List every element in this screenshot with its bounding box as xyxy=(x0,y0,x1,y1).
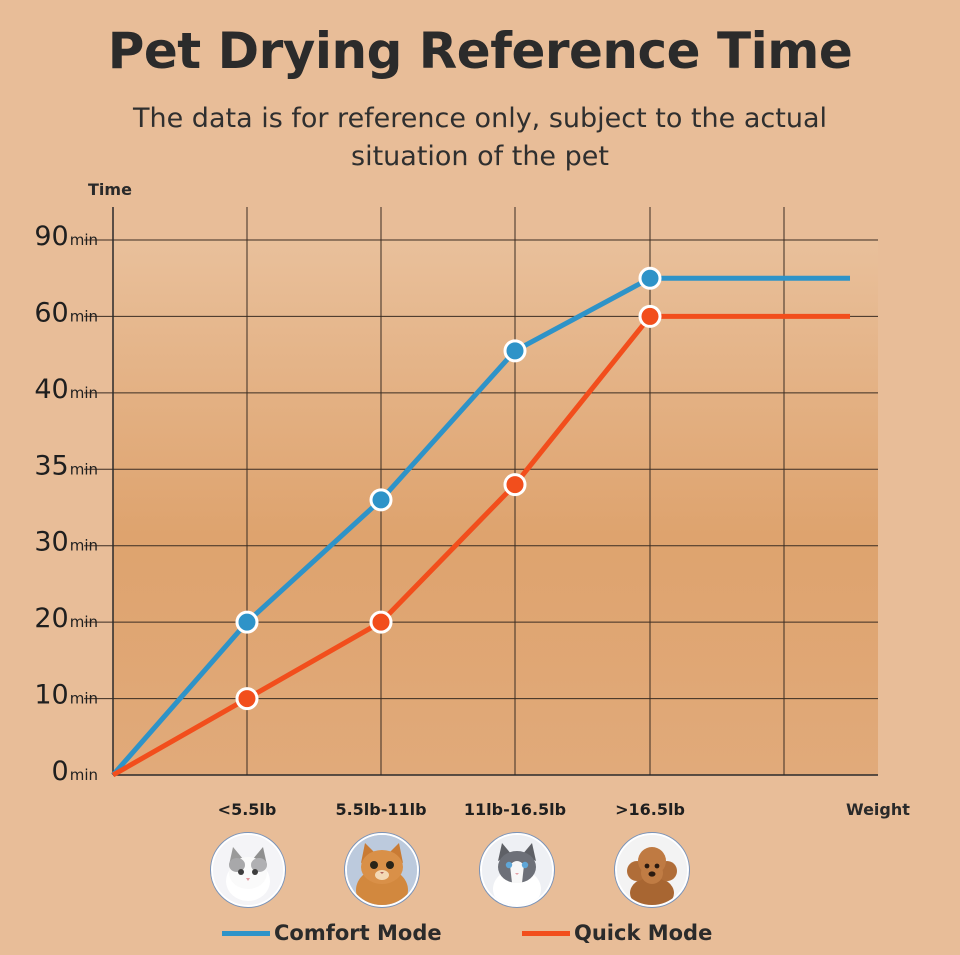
data-point-comfort xyxy=(235,610,259,634)
y-tick-label: 40min xyxy=(34,374,98,405)
y-tick-unit: min xyxy=(70,460,98,478)
y-tick-label: 0min xyxy=(52,756,98,787)
legend-swatch-quick xyxy=(522,930,570,936)
data-point-comfort xyxy=(638,266,662,290)
y-tick-label: 60min xyxy=(34,297,98,328)
x-tick-label: <5.5lb xyxy=(218,800,277,819)
cat-orange-icon xyxy=(345,833,419,907)
y-tick-label: 20min xyxy=(34,603,98,634)
x-axis-label: Weight xyxy=(846,800,910,819)
y-axis-label: Time xyxy=(88,180,132,199)
cat-gray-white-icon xyxy=(480,833,554,907)
y-tick-unit: min xyxy=(70,231,98,249)
series-line-quick xyxy=(111,313,850,778)
y-tick-number: 30 xyxy=(34,527,68,558)
chart-subtitle: The data is for reference only, subject … xyxy=(133,103,827,172)
y-tick-label: 90min xyxy=(34,221,98,252)
y-tick-number: 90 xyxy=(34,221,68,252)
data-point-quick xyxy=(369,610,393,634)
data-point-quick xyxy=(235,687,259,711)
x-tick-label: 11lb-16.5lb xyxy=(464,800,566,819)
cat-white-icon xyxy=(211,833,285,907)
y-tick-unit: min xyxy=(70,537,98,555)
y-tick-number: 0 xyxy=(52,756,69,787)
data-point-quick xyxy=(503,473,527,497)
y-tick-unit: min xyxy=(70,307,98,325)
y-tick-unit: min xyxy=(70,613,98,631)
y-tick-unit: min xyxy=(70,766,98,784)
poodle-icon xyxy=(615,833,689,907)
data-point-comfort xyxy=(369,488,393,512)
y-tick-unit: min xyxy=(70,384,98,402)
y-tick-number: 40 xyxy=(34,374,68,405)
legend-item-comfort: Comfort Mode xyxy=(222,918,442,948)
y-tick-number: 10 xyxy=(34,680,68,711)
y-tick-label: 10min xyxy=(34,680,98,711)
y-tick-label: 35min xyxy=(34,450,98,481)
data-point-quick xyxy=(638,304,662,328)
y-tick-number: 35 xyxy=(34,450,68,481)
y-tick-unit: min xyxy=(70,690,98,708)
data-point-comfort xyxy=(503,339,527,363)
y-tick-number: 60 xyxy=(34,297,68,328)
y-tick-label: 30min xyxy=(34,527,98,558)
x-tick-label: >16.5lb xyxy=(615,800,685,819)
legend-label-comfort: Comfort Mode xyxy=(274,921,442,945)
legend-swatch-comfort xyxy=(222,930,270,936)
legend-item-quick: Quick Mode xyxy=(522,918,712,948)
chart-title: Pet Drying Reference Time xyxy=(107,22,853,80)
series-line-comfort xyxy=(111,275,850,777)
x-tick-label: 5.5lb-11lb xyxy=(335,800,426,819)
legend-label-quick: Quick Mode xyxy=(574,921,713,945)
y-tick-number: 20 xyxy=(34,603,68,634)
